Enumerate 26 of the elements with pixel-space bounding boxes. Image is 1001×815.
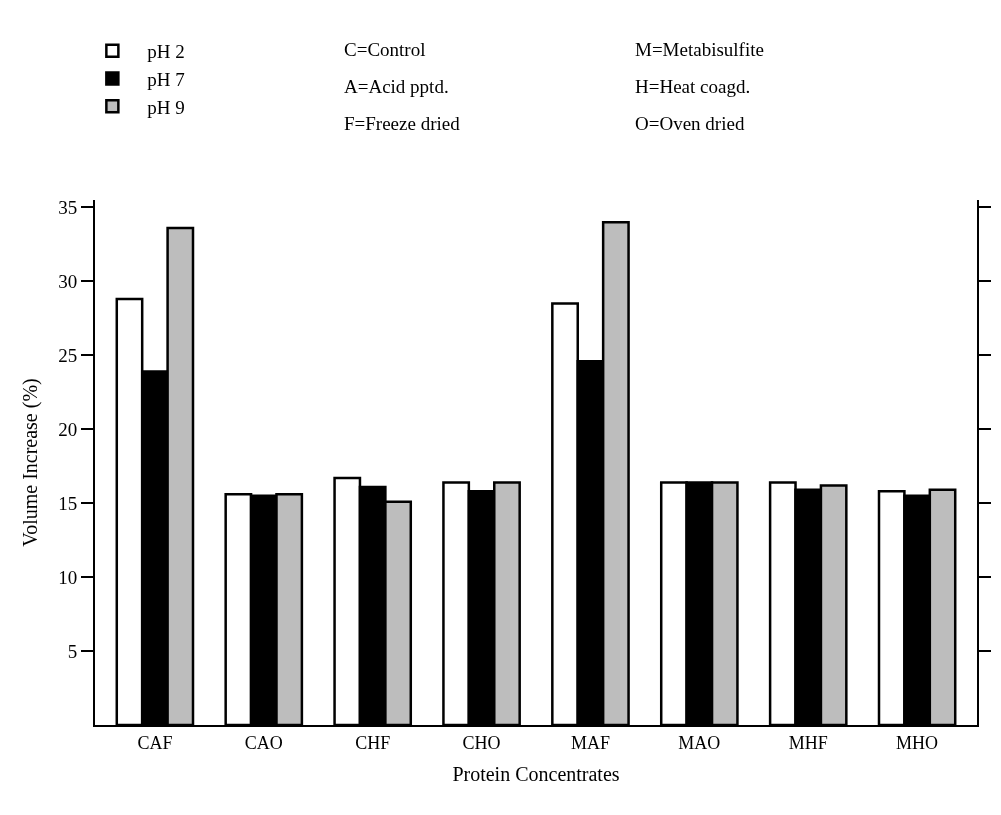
- x-tick-label: CAO: [244, 732, 283, 753]
- y-tick-label: 35: [58, 197, 78, 219]
- y-tick-label: 5: [67, 640, 78, 662]
- x-tick-label: MHO: [896, 732, 939, 753]
- y-tick-label: 15: [58, 492, 78, 514]
- y-tick-label: 30: [58, 270, 78, 292]
- text: F=Freeze dried: [344, 113, 461, 134]
- legend-label: pH 9: [147, 96, 185, 118]
- x-tick-label: CAF: [137, 732, 173, 753]
- text: M=Metabisulfite: [635, 39, 764, 60]
- y-tick-label: 20: [58, 418, 78, 440]
- x-tick-label: CHO: [462, 732, 501, 753]
- x-tick-label: MAO: [678, 732, 721, 753]
- x-tick-label: CHF: [355, 732, 391, 753]
- x-axis-title: Protein Concentrates: [452, 762, 620, 785]
- text: A=Acid pptd.: [344, 76, 449, 97]
- text: O=Oven dried: [635, 113, 745, 134]
- text: C=Control: [344, 39, 426, 60]
- legend-label: pH 2: [147, 41, 185, 63]
- y-tick-label: 10: [58, 566, 78, 588]
- y-tick-label: 25: [58, 344, 78, 366]
- legend-label: pH 7: [147, 68, 185, 90]
- y-axis-title: Volume Increase (%): [19, 378, 43, 547]
- text: H=Heat coagd.: [635, 76, 751, 97]
- x-tick-label: MHF: [788, 732, 828, 753]
- x-tick-label: MAF: [570, 732, 610, 753]
